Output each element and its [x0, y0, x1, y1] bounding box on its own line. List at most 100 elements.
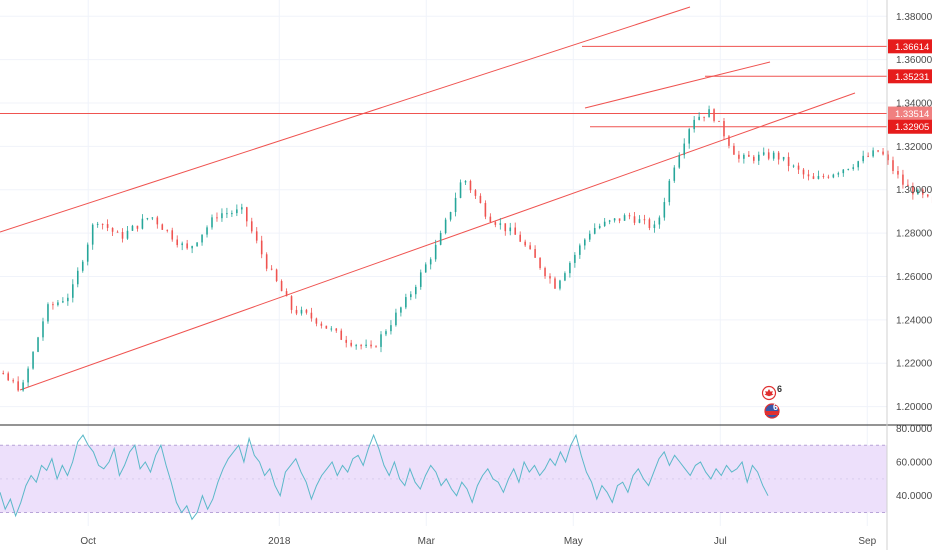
candle — [713, 108, 715, 123]
candle — [186, 239, 188, 250]
candle — [539, 257, 541, 270]
candle — [618, 218, 621, 224]
candle — [718, 120, 720, 122]
candle — [454, 192, 457, 217]
rsi-tick-label: 40.0000 — [896, 491, 932, 502]
candle — [648, 217, 651, 231]
candle — [255, 227, 258, 244]
candle — [524, 239, 526, 247]
candle — [355, 343, 357, 350]
channel-line[interactable] — [19, 92, 856, 391]
candle — [424, 262, 427, 273]
candle — [385, 329, 387, 337]
channel-line[interactable] — [0, 6, 691, 233]
candle — [7, 371, 9, 382]
flag-badges[interactable]: 6 6 — [761, 384, 783, 419]
x-tick-label: Mar — [418, 536, 436, 547]
candle — [887, 150, 889, 165]
candle — [216, 212, 218, 222]
y-tick-label: 1.28000 — [896, 229, 932, 240]
candle — [852, 164, 855, 171]
candle — [2, 370, 5, 375]
price-tag: 1.35231 — [888, 69, 932, 84]
candle — [757, 151, 760, 165]
candle — [315, 317, 318, 327]
candle — [514, 222, 517, 235]
candle — [91, 223, 94, 250]
candle — [449, 211, 452, 222]
rsi-axis[interactable]: 80.0000 60.0000 40.0000 — [896, 424, 932, 502]
candle — [529, 242, 531, 250]
us-stripes-icon — [765, 411, 779, 415]
candle — [926, 194, 929, 198]
rsi-panel — [0, 444, 887, 514]
candle — [32, 351, 34, 370]
candle — [698, 112, 700, 121]
maple-leaf-icon — [764, 389, 774, 397]
candle — [847, 168, 850, 171]
candle — [598, 223, 601, 230]
candle — [226, 207, 228, 219]
candle — [827, 174, 830, 179]
price-axis[interactable]: 1.38000 1.36000 1.34000 1.32000 1.30000 1.280… — [896, 12, 932, 413]
candle — [469, 179, 472, 194]
candle — [116, 230, 119, 233]
y-tick-label: 1.36000 — [896, 55, 932, 66]
candle — [782, 156, 785, 162]
candle — [429, 257, 432, 270]
candle — [807, 169, 810, 181]
candle — [584, 238, 586, 250]
candle — [777, 150, 780, 165]
candle — [673, 165, 676, 183]
trend-channel[interactable] — [0, 6, 856, 391]
candle — [171, 227, 174, 242]
candle — [753, 154, 755, 164]
candle — [792, 164, 795, 168]
candle — [917, 188, 919, 195]
candle — [126, 226, 129, 240]
candle — [837, 171, 840, 178]
grid — [0, 0, 887, 526]
candle — [693, 116, 695, 133]
candle — [638, 215, 641, 224]
candle — [678, 152, 681, 169]
candle — [27, 366, 29, 387]
candle — [156, 215, 159, 229]
canada-flag-badge[interactable]: 6 — [761, 384, 783, 401]
candle — [136, 225, 139, 232]
horizontal-levels[interactable] — [0, 45, 887, 128]
x-tick-label: Jul — [714, 536, 727, 547]
candle — [872, 147, 874, 158]
time-axis[interactable]: Oct2018MarMayJulSepNov2019MarMayJulSep — [80, 536, 932, 547]
candle — [588, 230, 591, 242]
candle — [474, 189, 477, 200]
candle — [574, 252, 576, 268]
candle — [504, 223, 507, 236]
candle — [360, 343, 362, 350]
candle — [733, 143, 735, 155]
candle — [111, 227, 114, 237]
candle — [767, 148, 770, 161]
candle — [241, 203, 243, 214]
candle — [211, 214, 213, 230]
candle — [479, 193, 482, 204]
candle — [817, 170, 820, 180]
candle — [72, 279, 74, 303]
candle — [519, 231, 521, 243]
us-flag-badge[interactable]: 6 — [764, 402, 780, 419]
candle — [708, 105, 710, 118]
candle — [549, 273, 551, 284]
candle — [415, 284, 417, 299]
candle — [762, 147, 765, 157]
candle — [400, 306, 402, 317]
candle — [658, 215, 661, 229]
channel-line[interactable] — [584, 61, 771, 109]
candle — [380, 331, 382, 353]
y-tick-label: 1.32000 — [896, 142, 932, 153]
candle — [902, 169, 904, 189]
candle — [822, 173, 825, 179]
candle — [42, 317, 44, 341]
candles — [2, 105, 932, 392]
candle — [295, 305, 298, 316]
